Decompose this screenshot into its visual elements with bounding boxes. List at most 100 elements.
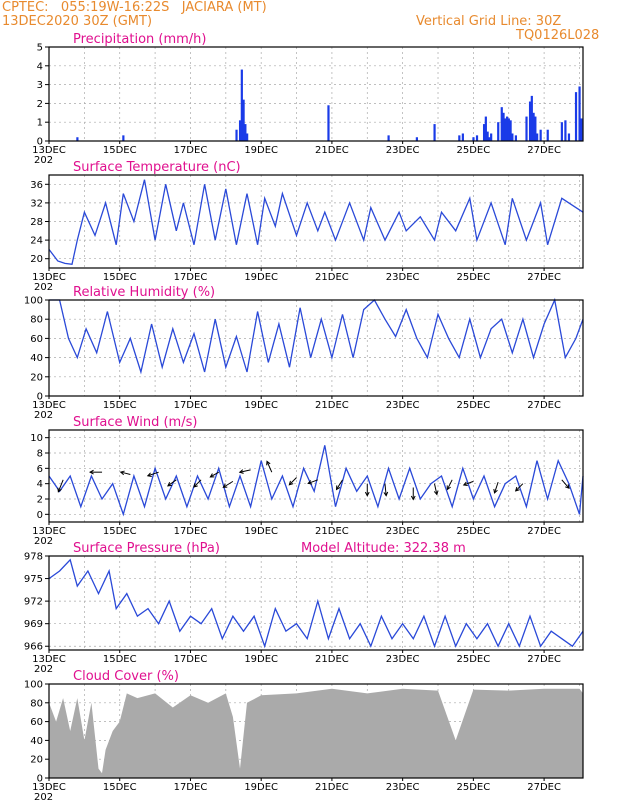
panel-annotation: Model Altitude: 322.38 m — [301, 541, 466, 556]
precip-bar — [76, 137, 79, 141]
x-tick-label: 17DEC — [174, 400, 208, 411]
y-tick-label: 0 — [37, 774, 43, 785]
wind-arrow-head — [565, 484, 570, 490]
y-tick-label: 1 — [37, 118, 43, 129]
x-tick-label: 25DEC — [457, 272, 491, 283]
precip-bar — [482, 124, 486, 141]
y-tick-label: 978 — [24, 552, 43, 563]
wind-arrow-head — [146, 472, 152, 477]
y-tick-label: 40 — [30, 736, 43, 747]
y-tick-label: 969 — [24, 619, 43, 630]
panel-4: 966 969 972 975 978 Surface Pressure (hPa) Mod… — [24, 541, 584, 675]
precip-bar — [461, 133, 464, 141]
y-tick-label: 20 — [30, 755, 43, 766]
panel-title: Relative Humidity (%) — [73, 285, 215, 300]
precip-bar — [246, 133, 249, 141]
x-tick-label: 17DEC — [174, 272, 208, 283]
y-tick-label: 2 — [37, 495, 43, 506]
wind-arrow — [446, 479, 453, 490]
x-tick-label: 21DEC — [315, 782, 349, 793]
y-tick-label: 8 — [37, 449, 43, 460]
precip-bar — [539, 129, 542, 141]
panel-title: Cloud Cover (%) — [73, 669, 179, 684]
precip-bar — [580, 118, 583, 141]
wind-arrow-head — [209, 473, 215, 478]
x-tick-sublabel: 202 — [34, 792, 53, 800]
precip-bar — [488, 137, 491, 141]
x-tick-sublabel: 202 — [34, 664, 53, 675]
precip-bar — [507, 118, 510, 141]
x-tick-label: 19DEC — [244, 526, 278, 537]
x-tick-label: 27DEC — [527, 272, 561, 283]
header-station: CPTEC: 055:19W-16:22S JACIARA (MT) — [2, 0, 267, 15]
wind-arrow — [239, 469, 251, 473]
x-tick-label: 23DEC — [386, 272, 420, 283]
precip-bar — [567, 133, 571, 141]
x-tick-label: 17DEC — [174, 145, 208, 156]
panel-frame — [48, 299, 584, 397]
panel-5: 0 20 40 60 80 100 Cloud Cover (%) 13DEC 15DEC 17D… — [24, 669, 584, 800]
x-tick-label: 17DEC — [174, 526, 208, 537]
wind-arrow-head — [307, 480, 313, 485]
precip-bar — [564, 120, 567, 141]
y-tick-label: 0 — [37, 510, 43, 521]
x-tick-label: 13DEC — [32, 654, 66, 665]
x-tick-sublabel: 202 — [34, 410, 53, 421]
header-run-time: 13DEC2020 30Z (GMT) — [2, 14, 153, 29]
panel-title: Surface Temperature (nC) — [73, 160, 241, 175]
x-tick-label: 17DEC — [174, 654, 208, 665]
x-tick-label: 15DEC — [103, 782, 137, 793]
precip-bar — [122, 135, 125, 141]
wind-arrow-head — [514, 486, 520, 492]
y-tick-label: 2 — [37, 99, 43, 110]
wind-arrow-head — [238, 469, 244, 474]
wind-arrow-head — [288, 480, 294, 486]
precip-bar — [525, 116, 528, 141]
precip-bar — [490, 133, 493, 141]
y-tick-label: 20 — [30, 372, 43, 383]
wind-arrow-head — [383, 491, 389, 497]
x-tick-label: 21DEC — [315, 272, 349, 283]
wind-arrow — [57, 479, 64, 493]
panel-3: 0 2 4 6 8 10 Surface Wind (m/s) 13DEC 15DEC 17DEC… — [30, 415, 584, 547]
x-tick-label: 27DEC — [527, 526, 561, 537]
x-tick-label: 15DEC — [103, 400, 137, 411]
panel-frame — [48, 683, 584, 779]
y-tick-label: 0 — [37, 392, 43, 403]
precip-bar — [238, 120, 242, 141]
x-tick-label: 27DEC — [527, 654, 561, 665]
x-tick-label: 15DEC — [103, 145, 137, 156]
wind-arrow — [147, 471, 159, 477]
y-tick-label: 3 — [37, 80, 43, 91]
x-tick-label: 23DEC — [386, 526, 420, 537]
wind-arrow — [336, 479, 343, 490]
wind-arrow-head — [57, 487, 62, 493]
x-tick-label: 25DEC — [457, 145, 491, 156]
precip-bar — [504, 118, 507, 141]
cloud-area — [49, 688, 583, 778]
precip-bar — [327, 105, 330, 141]
x-tick-sublabel: 202 — [34, 536, 53, 547]
precip-bar — [472, 137, 475, 141]
x-tick-label: 23DEC — [386, 400, 420, 411]
wind-arrow-head — [193, 483, 198, 488]
precip-bar — [458, 135, 461, 141]
precip-bar — [532, 112, 535, 141]
panel-frame — [48, 429, 584, 523]
y-tick-label: 24 — [30, 236, 43, 247]
wind-arrow — [193, 479, 202, 488]
wind-arrow — [494, 481, 499, 494]
y-tick-label: 100 — [24, 680, 43, 691]
y-tick-label: 5 — [37, 43, 43, 54]
y-tick-label: 10 — [30, 433, 43, 444]
x-tick-label: 15DEC — [103, 272, 137, 283]
wind-arrow — [433, 483, 438, 495]
precip-bar — [497, 122, 500, 141]
wind-arrow-head — [89, 469, 94, 475]
header-grid-line: Vertical Grid Line: 30Z — [416, 14, 562, 29]
precip-bar — [244, 124, 247, 141]
wind-arrow — [266, 461, 273, 473]
precip-bar — [511, 133, 514, 141]
x-tick-sublabel: 202 — [34, 282, 53, 293]
precip-bar — [240, 69, 243, 141]
